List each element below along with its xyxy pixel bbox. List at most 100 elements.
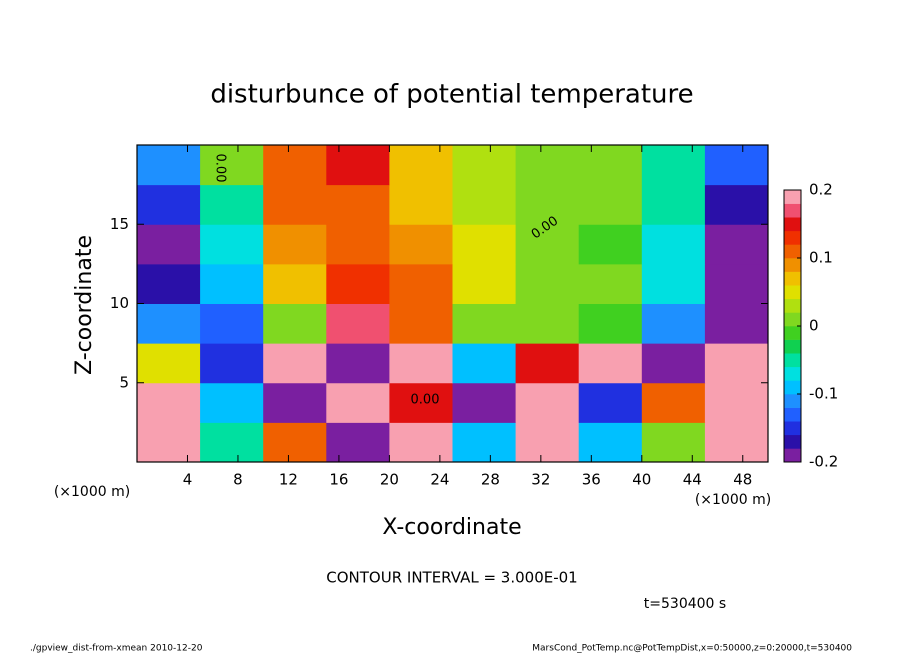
x-tick-label: 24 [430, 471, 449, 489]
cell [452, 263, 517, 304]
cell [704, 382, 769, 423]
colorbar-swatch [784, 366, 801, 381]
cell [263, 184, 327, 225]
colorbar-swatch [784, 285, 801, 300]
time-label: t=530400 s [644, 596, 726, 612]
cell [137, 145, 201, 186]
cell [326, 263, 390, 304]
cell [389, 184, 453, 225]
cell [263, 422, 327, 463]
cell [263, 382, 327, 423]
colorbar-tick-label: 0 [809, 317, 819, 335]
cell [515, 422, 580, 463]
colorbar-swatch [784, 271, 801, 286]
cell [200, 224, 264, 265]
cell [200, 303, 264, 344]
cell [578, 263, 643, 304]
colorbar-swatch [784, 353, 801, 368]
x-tick-label: 40 [632, 471, 651, 489]
cell [641, 382, 706, 423]
cell [389, 224, 453, 265]
cell [326, 303, 390, 344]
cell [515, 343, 580, 384]
cell [137, 224, 201, 265]
x-tick-label: 16 [329, 471, 348, 489]
cell [389, 382, 453, 423]
x-tick-label: 20 [380, 471, 399, 489]
cell [515, 263, 580, 304]
cell [704, 184, 769, 225]
cell [578, 145, 643, 186]
cell [641, 303, 706, 344]
cell [515, 382, 580, 423]
cell [200, 145, 264, 186]
y-tick-label: 15 [110, 215, 129, 233]
colorbar-tick-label: -0.2 [809, 453, 838, 471]
cell [326, 145, 390, 186]
cell [389, 343, 453, 384]
colorbar-swatch [784, 230, 801, 245]
y-unit: (×1000 m) [54, 484, 130, 500]
cell [704, 263, 769, 304]
cell [452, 382, 517, 423]
cell [326, 343, 390, 384]
colorbar-swatch [784, 339, 801, 354]
footer-right: MarsCond_PotTemp.nc@PotTempDist,x=0:5000… [532, 644, 852, 654]
cell [137, 343, 201, 384]
cell [389, 303, 453, 344]
cell [704, 343, 769, 384]
cell [641, 263, 706, 304]
x-axis-label: X-coordinate [382, 515, 521, 540]
cell [452, 145, 517, 186]
field [137, 145, 769, 463]
cell [704, 303, 769, 344]
cell [326, 184, 390, 225]
cell [452, 343, 517, 384]
colorbar-swatch [784, 298, 801, 313]
cell [515, 184, 580, 225]
x-tick-label: 32 [531, 471, 550, 489]
x-tick-label: 48 [733, 471, 752, 489]
x-unit: (×1000 m) [695, 492, 771, 508]
cell [452, 184, 517, 225]
cell [137, 263, 201, 304]
cell [389, 263, 453, 304]
cell [578, 422, 643, 463]
cell [263, 263, 327, 304]
contour-interval: CONTOUR INTERVAL = 3.000E-01 [326, 569, 577, 587]
cell [137, 382, 201, 423]
y-axis-label: Z-coordinate [72, 235, 97, 375]
cell [641, 343, 706, 384]
colorbar-tick-label: -0.1 [809, 385, 838, 403]
cell [200, 263, 264, 304]
cell [578, 184, 643, 225]
cell [263, 303, 327, 344]
cell [389, 145, 453, 186]
colorbar-swatch [784, 190, 801, 204]
cell [137, 184, 201, 225]
cell [704, 224, 769, 265]
cell [452, 422, 517, 463]
cell [641, 422, 706, 463]
y-tick-label: 10 [110, 294, 129, 312]
colorbar-swatch [784, 203, 801, 218]
cell [326, 422, 390, 463]
chart-title: disturbunce of potential temperature [210, 80, 693, 110]
colorbar-swatch [784, 380, 801, 395]
cell [389, 422, 453, 463]
cell [515, 224, 580, 265]
x-tick-label: 28 [481, 471, 500, 489]
y-tick-label: 5 [119, 373, 129, 391]
cell [704, 422, 769, 463]
cell [578, 343, 643, 384]
cell [452, 224, 517, 265]
cell [200, 382, 264, 423]
x-tick-label: 36 [582, 471, 601, 489]
cell [263, 145, 327, 186]
colorbar-swatch [784, 244, 801, 259]
cell [578, 382, 643, 423]
x-tick-label: 44 [683, 471, 702, 489]
cell [578, 303, 643, 344]
cell [641, 184, 706, 225]
